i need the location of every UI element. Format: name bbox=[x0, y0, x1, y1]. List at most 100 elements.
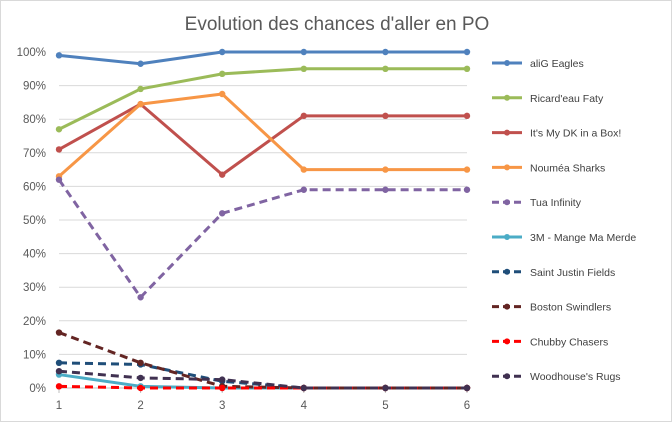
x-tick-label: 6 bbox=[464, 400, 470, 412]
data-point bbox=[137, 294, 144, 301]
x-tick-label: 1 bbox=[56, 400, 62, 412]
legend-label: Saint Justin Fields bbox=[530, 267, 615, 279]
y-tick-label: 0% bbox=[29, 383, 46, 395]
series-0 bbox=[55, 48, 471, 67]
series-line bbox=[57, 178, 467, 299]
data-point bbox=[382, 65, 389, 73]
data-point bbox=[300, 112, 307, 120]
series-line bbox=[58, 102, 467, 177]
data-point bbox=[463, 186, 471, 193]
legend-label: It's My DK in a Box! bbox=[530, 128, 621, 140]
data-point bbox=[219, 384, 226, 392]
legend-marker bbox=[504, 373, 510, 380]
data-point bbox=[55, 126, 63, 133]
y-tick-label: 10% bbox=[23, 349, 46, 361]
legend-label: Nouméa Sharks bbox=[530, 162, 605, 174]
legend-label: Ricard'eau Faty bbox=[530, 93, 604, 105]
legend-marker bbox=[504, 129, 510, 136]
y-tick-label: 100% bbox=[17, 47, 46, 59]
data-point bbox=[219, 48, 226, 56]
data-point bbox=[55, 329, 63, 336]
series-1 bbox=[55, 65, 471, 133]
legend-marker bbox=[504, 234, 510, 240]
x-tick-label: 4 bbox=[301, 400, 308, 412]
data-point bbox=[300, 186, 307, 193]
legend-item: aliG Eagles bbox=[492, 58, 584, 70]
legend: aliG Eagles Ricard'eau Faty It's My DK in … bbox=[492, 58, 636, 383]
legend-label: Woodhouse's Rugs bbox=[530, 371, 621, 383]
series-lines bbox=[55, 48, 471, 392]
data-point bbox=[137, 100, 144, 108]
legend-marker bbox=[504, 199, 510, 206]
series-line bbox=[58, 92, 467, 178]
y-tick-label: 60% bbox=[23, 181, 46, 193]
y-tick-label: 20% bbox=[23, 316, 46, 328]
data-point bbox=[463, 112, 471, 120]
data-point bbox=[219, 70, 226, 78]
data-point bbox=[55, 146, 63, 153]
data-point bbox=[219, 376, 226, 383]
series-9 bbox=[55, 368, 471, 392]
data-point bbox=[219, 171, 226, 178]
legend-item: Chubby Chasers bbox=[492, 336, 608, 348]
axes: 0% 10% 20% 30% 40% 50% 60% 70% 80% 90% 100% 1 2 3 4 5 6 bbox=[17, 47, 471, 412]
data-point bbox=[382, 48, 389, 56]
y-tick-label: 70% bbox=[23, 148, 46, 160]
legend-item: Boston Swindlers bbox=[492, 302, 611, 314]
series-line bbox=[58, 67, 467, 131]
y-tick-label: 40% bbox=[23, 249, 46, 261]
chart-title: Evolution des chances d'aller en PO bbox=[185, 14, 490, 35]
legend-item: Ricard'eau Faty bbox=[492, 93, 604, 105]
legend-item: Saint Justin Fields bbox=[492, 267, 615, 279]
gridlines bbox=[59, 51, 467, 355]
legend-label: aliG Eagles bbox=[530, 58, 584, 70]
data-point bbox=[300, 48, 307, 56]
data-point bbox=[219, 90, 226, 98]
legend-item: 3M - Mange Ma Merde bbox=[492, 232, 636, 244]
series-line bbox=[58, 369, 467, 390]
data-point bbox=[137, 359, 144, 366]
data-point bbox=[137, 60, 144, 67]
legend-item: It's My DK in a Box! bbox=[492, 128, 621, 140]
data-point bbox=[382, 112, 389, 120]
data-point bbox=[463, 166, 471, 173]
series-line bbox=[58, 331, 467, 390]
x-tick-label: 5 bbox=[382, 400, 388, 412]
data-point bbox=[55, 368, 63, 375]
legend-label: Tua Infinity bbox=[530, 197, 582, 209]
y-tick-label: 80% bbox=[23, 114, 46, 126]
legend-marker bbox=[504, 303, 510, 310]
data-point bbox=[463, 65, 471, 73]
data-point bbox=[55, 383, 63, 390]
legend-marker bbox=[504, 338, 510, 345]
legend-marker bbox=[504, 94, 510, 101]
legend-item: Tua Infinity bbox=[492, 197, 582, 209]
y-tick-label: 50% bbox=[23, 215, 46, 227]
data-point bbox=[219, 210, 226, 217]
data-point bbox=[137, 85, 144, 93]
series-4 bbox=[55, 176, 471, 301]
legend-item: Woodhouse's Rugs bbox=[492, 371, 621, 383]
x-tick-label: 3 bbox=[219, 400, 225, 412]
legend-marker bbox=[504, 60, 510, 66]
data-point bbox=[137, 374, 144, 382]
data-point bbox=[382, 166, 389, 173]
data-point bbox=[300, 166, 307, 173]
data-point bbox=[463, 48, 471, 56]
y-tick-label: 30% bbox=[23, 282, 46, 294]
series-line bbox=[58, 50, 467, 66]
legend-label: Chubby Chasers bbox=[530, 336, 608, 348]
legend-label: 3M - Mange Ma Merde bbox=[530, 232, 636, 244]
data-point bbox=[55, 52, 63, 59]
x-tick-label: 2 bbox=[137, 400, 143, 412]
data-point bbox=[300, 384, 307, 392]
legend-marker bbox=[504, 164, 510, 171]
y-tick-label: 90% bbox=[23, 81, 46, 93]
data-point bbox=[300, 65, 307, 73]
legend-item: Nouméa Sharks bbox=[492, 162, 605, 174]
data-point bbox=[55, 176, 63, 183]
data-point bbox=[55, 359, 63, 366]
legend-marker bbox=[504, 268, 510, 275]
